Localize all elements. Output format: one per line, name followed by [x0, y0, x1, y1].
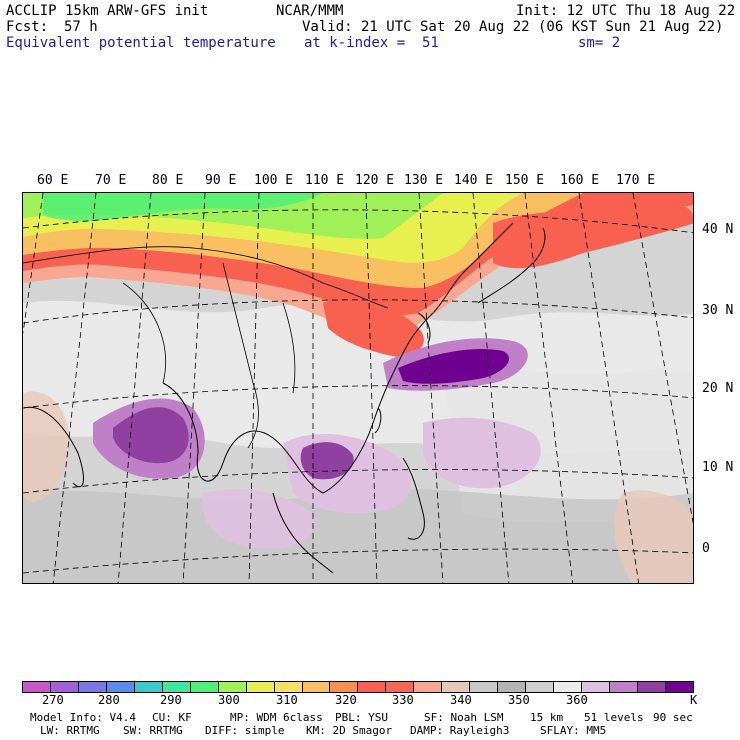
colorbar-swatch: [218, 682, 247, 692]
colorbar-label: 340: [450, 693, 472, 707]
lon-label: 60 E: [37, 173, 69, 188]
colorbar-swatch: [134, 682, 163, 692]
colorbar-swatch: [246, 682, 275, 692]
colorbar-swatch: [274, 682, 303, 692]
colorbar-swatch: [23, 682, 51, 692]
fcst-value: 57 h: [64, 19, 98, 35]
footer-cu: CU: KF: [152, 711, 192, 724]
field-name: Equivalent potential temperature: [6, 35, 276, 51]
colorbar-swatch: [162, 682, 191, 692]
valid-time: Valid: 21 UTC Sat 20 Aug 22 (06 KST Sun …: [302, 19, 724, 35]
init-time: Init: 12 UTC Thu 18 Aug 22: [516, 3, 736, 19]
lon-label: 140 E: [454, 173, 494, 188]
colorbar-swatch: [386, 682, 415, 692]
lon-label: 110 E: [305, 173, 345, 188]
colorbar-label: 290: [160, 693, 182, 707]
lon-label: 120 E: [355, 173, 395, 188]
fcst-label: Fcst:: [6, 19, 49, 35]
colorbar-swatch: [50, 682, 79, 692]
colorbar-label: 280: [98, 693, 120, 707]
footer-sflay: SFLAY: MM5: [540, 724, 607, 737]
colorbar: [22, 681, 694, 693]
colorbar-label: 270: [42, 693, 64, 707]
colorbar-swatch: [358, 682, 387, 692]
footer-levels: 51 levels: [584, 711, 644, 724]
lon-label: 130 E: [404, 173, 444, 188]
lon-label: 80 E: [152, 173, 184, 188]
model-title: ACCLIP 15km ARW-GFS init: [6, 3, 209, 19]
lon-label: 90 E: [205, 173, 237, 188]
colorbar-swatch: [554, 682, 583, 692]
footer-mp: MP: WDM 6class: [230, 711, 323, 724]
footer-sf: SF: Noah LSM: [424, 711, 504, 724]
footer-dt: 90 sec: [653, 711, 693, 724]
colorbar-swatch: [526, 682, 555, 692]
lon-label: 70 E: [95, 173, 127, 188]
theta-e-field: [23, 193, 693, 583]
lon-label: 100 E: [254, 173, 294, 188]
lat-label: 20 N: [702, 381, 734, 396]
footer-diff: DIFF: simple: [205, 724, 285, 737]
lon-label: 160 E: [560, 173, 600, 188]
footer-damp: DAMP: Rayleigh3: [410, 724, 510, 737]
footer-pbl: PBL: YSU: [335, 711, 388, 724]
colorbar-swatch: [610, 682, 638, 692]
lat-label: 0: [702, 541, 710, 556]
colorbar-swatch: [637, 682, 666, 692]
institution: NCAR/MMM: [276, 3, 344, 19]
colorbar-swatch: [330, 682, 359, 692]
colorbar-label: 360: [566, 693, 588, 707]
colorbar-swatch: [302, 682, 331, 692]
lat-label: 40 N: [702, 222, 734, 237]
colorbar-swatch: [442, 682, 471, 692]
colorbar-swatch: [665, 682, 693, 692]
colorbar-unit: K: [690, 693, 698, 707]
lon-label: 170 E: [616, 173, 656, 188]
lat-label: 10 N: [702, 460, 734, 475]
colorbar-label: 330: [392, 693, 414, 707]
lat-label: 30 N: [702, 303, 734, 318]
footer-sw: SW: RRTMG: [123, 724, 183, 737]
colorbar-swatch: [470, 682, 499, 692]
colorbar-label: 310: [276, 693, 298, 707]
colorbar-label: 350: [508, 693, 530, 707]
colorbar-swatch: [106, 682, 135, 692]
colorbar-label: 300: [218, 693, 240, 707]
colorbar-swatch: [498, 682, 527, 692]
footer-res: 15 km: [530, 711, 564, 724]
colorbar-swatch: [190, 682, 219, 692]
footer-km: KM: 2D Smagor: [306, 724, 393, 737]
smoothing: sm= 2: [578, 35, 621, 51]
map-panel: [22, 192, 694, 584]
colorbar-label: 320: [335, 693, 357, 707]
level-index: at k-index = 51: [304, 35, 439, 51]
colorbar-swatch: [78, 682, 107, 692]
lon-label: 150 E: [505, 173, 545, 188]
footer-model-info: Model Info: V4.4: [30, 711, 136, 724]
footer-lw: LW: RRTMG: [40, 724, 100, 737]
colorbar-swatch: [414, 682, 443, 692]
colorbar-swatch: [582, 682, 611, 692]
